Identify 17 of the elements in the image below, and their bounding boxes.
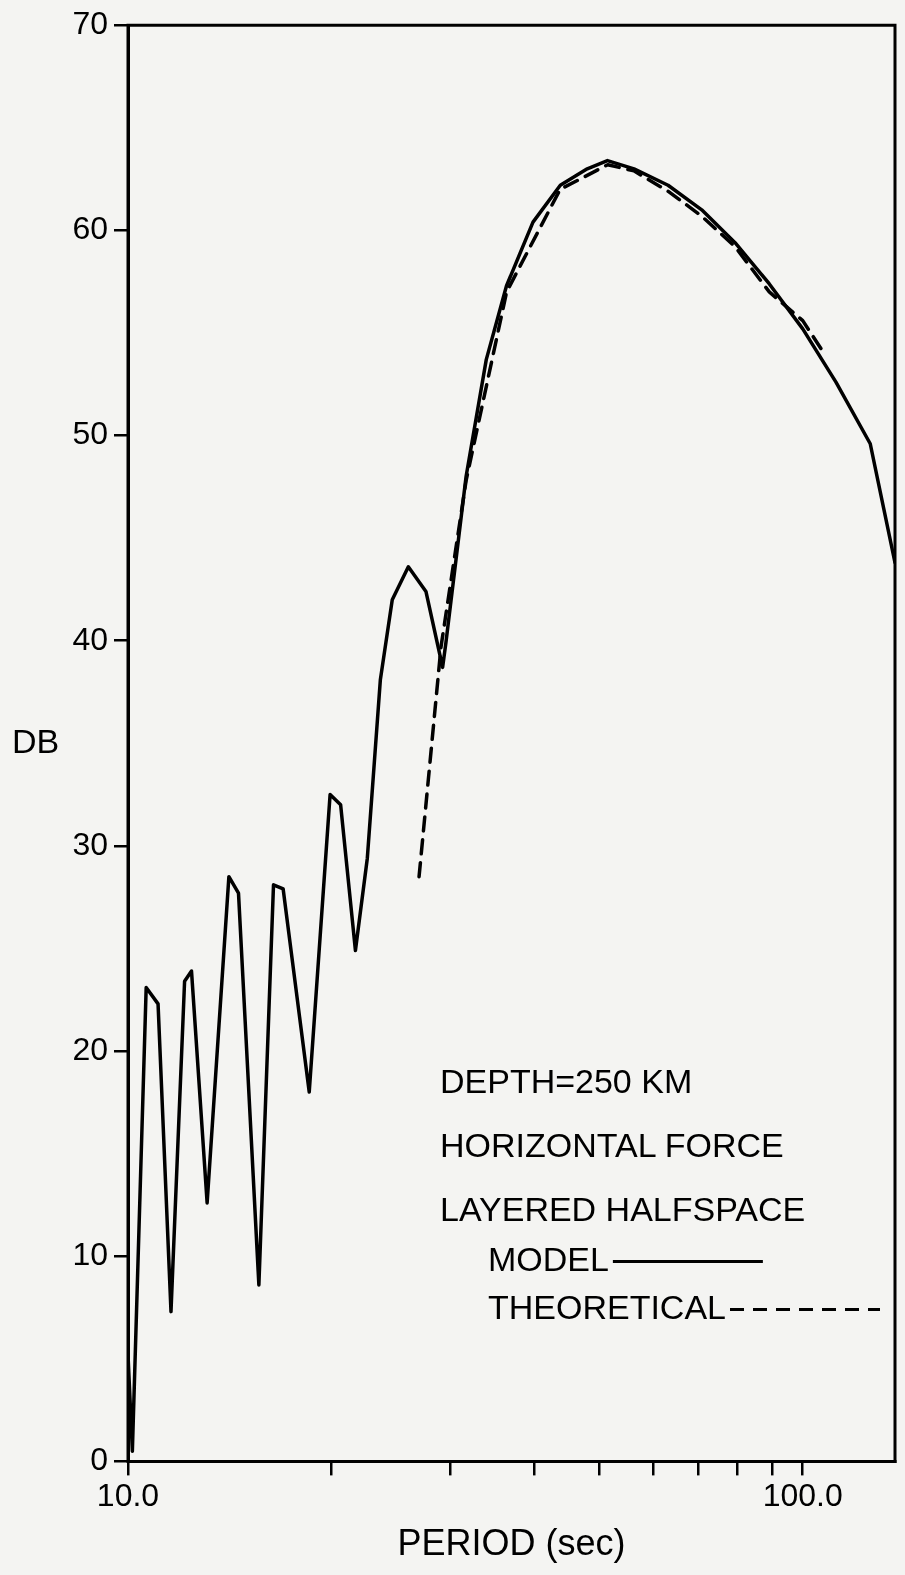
- y-tick-label: 50: [72, 415, 108, 452]
- x-axis-title: PERIOD (sec): [397, 1522, 626, 1564]
- y-tick-label: 60: [72, 210, 108, 247]
- legend-label: THEORETICAL: [487, 1287, 727, 1326]
- y-tick-label: 20: [72, 1030, 108, 1067]
- x-tick-label: 100.0: [762, 1477, 843, 1514]
- annotation: LAYERED HALFSPACE: [439, 1189, 806, 1228]
- annotation: HORIZONTAL FORCE: [439, 1125, 784, 1164]
- legend-label: MODEL: [487, 1239, 609, 1278]
- y-axis-title: DB: [12, 721, 60, 760]
- annotation: DEPTH=250 KM: [439, 1061, 693, 1100]
- y-tick-label: 70: [72, 5, 108, 42]
- y-tick-label: 40: [72, 620, 108, 657]
- y-tick-label: 30: [72, 825, 108, 862]
- x-tick-label: 10.0: [96, 1477, 160, 1514]
- y-tick-label: 0: [90, 1441, 108, 1478]
- y-tick-label: 10: [72, 1236, 108, 1273]
